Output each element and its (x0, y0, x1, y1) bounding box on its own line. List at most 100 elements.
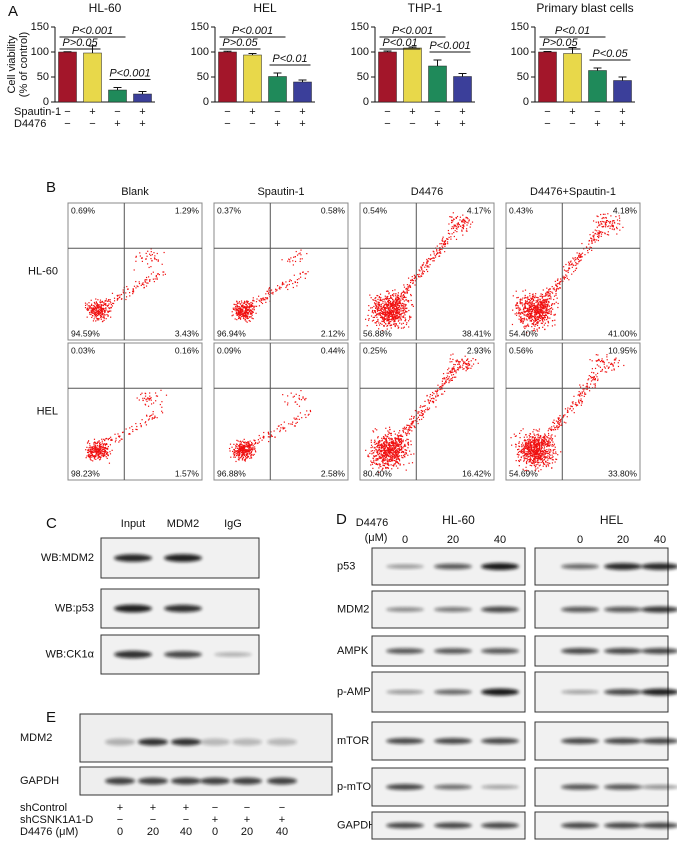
event-dot (597, 222, 600, 224)
event-dot (396, 316, 399, 318)
event-dot (467, 218, 469, 220)
event-dot (263, 431, 265, 434)
event-dot (533, 295, 535, 297)
event-dot (245, 301, 248, 303)
quadrant-percent: 96.94% (217, 328, 246, 338)
event-dot (608, 362, 610, 364)
event-dot (532, 454, 534, 456)
event-dot (380, 303, 382, 305)
event-dot (538, 306, 540, 308)
event-dot (536, 313, 538, 315)
event-dot (596, 372, 599, 375)
event-dot (571, 273, 573, 275)
event-dot (381, 444, 383, 446)
event-dot (150, 397, 152, 399)
event-dot (550, 310, 552, 312)
event-dot (138, 399, 140, 401)
event-dot (387, 320, 389, 322)
event-dot (404, 449, 407, 451)
event-dot (428, 408, 430, 411)
event-dot (390, 324, 392, 326)
event-dot (378, 328, 380, 330)
quadrant-percent: 0.03% (71, 345, 96, 355)
event-dot (239, 317, 242, 319)
event-dot (408, 462, 410, 464)
event-dot (274, 288, 277, 290)
event-dot (445, 381, 447, 383)
event-dot (107, 314, 109, 316)
event-dot (403, 296, 406, 298)
event-dot (555, 283, 557, 285)
significance-label: P<0.001 (109, 67, 150, 79)
event-dot (237, 317, 240, 320)
event-dot (372, 309, 374, 312)
event-dot (399, 298, 401, 300)
event-dot (112, 302, 115, 305)
significance-label: P<0.01 (382, 37, 417, 49)
event-dot (287, 260, 289, 262)
event-dot (447, 238, 449, 240)
event-dot (391, 460, 393, 462)
event-dot (389, 300, 392, 303)
event-dot (544, 299, 546, 301)
event-dot (465, 216, 467, 218)
event-dot (400, 317, 402, 319)
event-dot (523, 448, 525, 450)
event-dot (534, 452, 536, 454)
event-dot (428, 257, 430, 260)
event-dot (392, 299, 394, 301)
event-dot (541, 302, 543, 304)
event-dot (535, 300, 537, 302)
event-dot (96, 446, 98, 448)
event-dot (453, 226, 455, 228)
event-dot (259, 300, 261, 302)
event-dot (395, 307, 398, 310)
event-dot (260, 299, 262, 301)
event-dot (433, 251, 435, 253)
event-dot (95, 317, 98, 319)
event-dot (421, 269, 423, 271)
event-dot (120, 293, 123, 296)
event-dot (380, 445, 382, 447)
event-dot (591, 239, 593, 241)
event-dot (597, 221, 599, 223)
event-dot (98, 306, 100, 308)
event-dot (386, 303, 389, 305)
event-dot (383, 310, 385, 312)
event-dot (103, 310, 105, 312)
event-dot (250, 451, 253, 454)
event-dot (378, 307, 380, 309)
event-dot (240, 446, 243, 448)
event-dot (614, 222, 616, 224)
event-dot (405, 299, 407, 301)
event-dot (524, 289, 527, 291)
event-dot (546, 440, 548, 442)
event-dot (570, 263, 573, 266)
event-dot (422, 270, 424, 272)
event-dot (155, 275, 157, 278)
event-dot (594, 377, 596, 380)
event-dot (538, 461, 540, 464)
event-dot (262, 297, 264, 299)
event-dot (253, 443, 255, 445)
event-dot (452, 353, 454, 355)
event-dot (535, 305, 537, 307)
event-dot (426, 261, 428, 263)
event-dot (242, 449, 244, 451)
event-dot (391, 448, 393, 450)
event-dot (463, 362, 465, 364)
event-dot (309, 409, 311, 412)
event-dot (406, 424, 408, 426)
event-dot (575, 267, 578, 269)
event-dot (545, 301, 547, 303)
event-dot (308, 413, 310, 415)
event-dot (390, 315, 392, 317)
event-dot (383, 463, 386, 465)
event-dot (250, 304, 252, 307)
event-dot (241, 453, 243, 455)
event-dot (534, 295, 536, 297)
event-dot (563, 276, 565, 278)
event-dot (519, 450, 521, 453)
event-dot (523, 310, 526, 312)
treatment-sign: − (434, 106, 440, 118)
